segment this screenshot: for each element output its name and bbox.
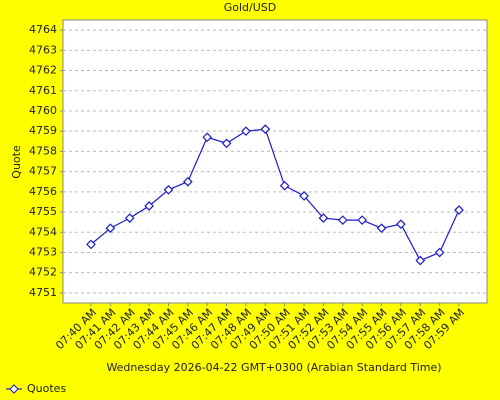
y-tick-label: 4760 bbox=[29, 104, 57, 117]
y-tick-label: 4757 bbox=[29, 165, 57, 178]
y-tick-label: 4759 bbox=[29, 124, 57, 137]
data-point bbox=[318, 213, 329, 223]
legend-marker bbox=[9, 384, 19, 394]
y-tick-label: 4762 bbox=[29, 64, 57, 77]
data-point bbox=[396, 219, 406, 230]
data-point bbox=[202, 132, 213, 143]
legend-label: Quotes bbox=[27, 382, 66, 395]
data-point bbox=[163, 184, 174, 195]
data-point bbox=[182, 176, 193, 187]
data-point bbox=[415, 255, 426, 266]
chart-title: Gold/USD bbox=[224, 1, 277, 14]
y-tick-label: 4756 bbox=[29, 185, 57, 198]
y-tick-label: 4753 bbox=[29, 245, 57, 258]
data-point bbox=[434, 247, 445, 258]
data-point bbox=[376, 223, 387, 234]
y-tick-label: 4764 bbox=[29, 23, 57, 36]
x-axis-label: Wednesday 2026-04-22 GMT+0300 (Arabian S… bbox=[106, 361, 441, 374]
data-point bbox=[337, 215, 348, 225]
data-point bbox=[221, 138, 232, 149]
data-point bbox=[357, 215, 368, 225]
data-point bbox=[299, 191, 309, 201]
y-tick-label: 4754 bbox=[29, 225, 57, 238]
y-axis-label: Quote bbox=[10, 145, 23, 179]
data-point bbox=[86, 239, 96, 250]
y-tick-label: 4758 bbox=[29, 144, 57, 157]
y-tick-label: 4761 bbox=[29, 84, 57, 97]
data-point bbox=[105, 223, 116, 234]
data-point bbox=[454, 205, 464, 215]
plot-area bbox=[62, 19, 488, 304]
data-point bbox=[124, 213, 135, 223]
y-tick-label: 4763 bbox=[29, 43, 57, 56]
y-tick-label: 4755 bbox=[29, 205, 57, 218]
y-tick-label: 4752 bbox=[29, 266, 57, 279]
data-point bbox=[279, 180, 290, 191]
data-point bbox=[260, 124, 271, 135]
data-point bbox=[144, 201, 154, 211]
data-point bbox=[241, 126, 251, 137]
y-tick-label: 4751 bbox=[29, 286, 57, 299]
